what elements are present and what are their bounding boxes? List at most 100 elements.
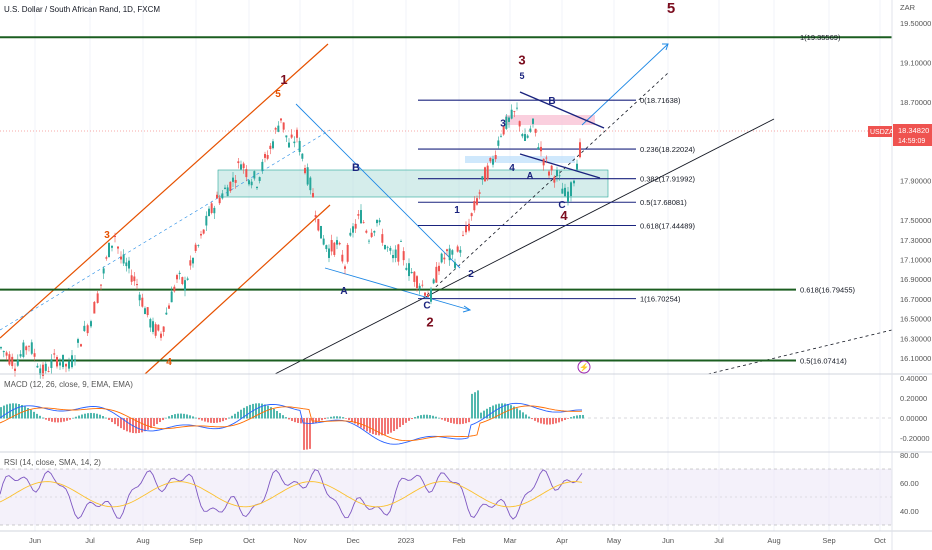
macd-bar <box>567 418 569 419</box>
candle-body <box>218 197 221 204</box>
macd-bar <box>351 418 353 422</box>
candle-body <box>250 181 253 186</box>
candle-body <box>314 215 317 218</box>
candle-body <box>11 356 14 367</box>
candle-body <box>173 286 176 292</box>
candle-body <box>476 198 478 205</box>
macd-bar <box>129 418 131 433</box>
macd-bar <box>378 418 380 436</box>
macd-bar <box>84 413 86 419</box>
rsi-pane[interactable]: RSI (14, close, SMA, 14, 2) <box>0 458 892 526</box>
time-tick-label: Oct <box>243 536 256 545</box>
macd-bar <box>561 418 563 422</box>
candle-body <box>553 176 556 183</box>
macd-bar <box>117 418 119 427</box>
main-pane[interactable]: 1(19.35569)0.618(16.79455)0.5(16.07414) … <box>0 0 893 379</box>
candle-body <box>194 244 197 251</box>
candle-body <box>418 285 421 290</box>
alert-icon[interactable]: ⚡ <box>577 360 591 374</box>
macd-pane[interactable]: MACD (12, 26, close, 9, EMA, EMA) <box>0 380 892 450</box>
candle-body <box>44 363 47 371</box>
macd-line <box>0 402 582 445</box>
candle-body <box>448 248 451 261</box>
candle-body <box>529 128 532 132</box>
candle-body <box>111 245 113 248</box>
candle-body <box>165 312 168 315</box>
macd-bar <box>192 416 194 419</box>
consolidation-box <box>217 169 609 198</box>
candle-body <box>71 355 73 368</box>
macd-bar <box>573 416 575 419</box>
candle-body <box>68 361 70 369</box>
horizontal-level-label: 1(19.35569) <box>800 33 841 42</box>
macd-bar <box>240 409 242 419</box>
candle-body <box>430 289 432 302</box>
time-axis[interactable]: Jun Jul Aug Sep Oct Nov Dec 2023 Feb Mar Apr May Jun… <box>29 536 887 545</box>
macd-bar <box>0 407 2 419</box>
macd-bar <box>162 418 164 421</box>
candle-body <box>484 167 486 182</box>
candle-body <box>138 294 141 301</box>
macd-bar <box>273 408 275 419</box>
vertical-grid <box>34 0 881 531</box>
candle-body <box>162 326 165 332</box>
candle-body <box>39 368 42 375</box>
time-tick-label: Feb <box>453 536 466 545</box>
wave-label: A <box>527 171 534 181</box>
candle-body <box>322 238 325 245</box>
macd-bar <box>24 406 26 419</box>
candle-body <box>8 354 11 365</box>
candle-body <box>346 244 349 262</box>
macd-bar <box>474 392 476 419</box>
candle-body <box>154 324 157 336</box>
candle-body <box>416 276 418 288</box>
candle-body <box>478 192 481 194</box>
candle-body <box>306 167 309 185</box>
macd-bar <box>354 418 356 424</box>
candle-body <box>354 223 357 229</box>
wave-label: A <box>340 286 347 297</box>
macd-bar <box>396 418 398 430</box>
candle-body <box>558 175 561 177</box>
candle-body <box>253 171 256 179</box>
macd-bar <box>483 410 485 419</box>
macd-bar <box>339 416 341 419</box>
time-tick-label: Jun <box>662 536 674 545</box>
time-tick-label: Oct <box>874 536 887 545</box>
candle-body <box>386 246 389 248</box>
candle-body <box>86 325 89 334</box>
macd-bar <box>519 410 521 419</box>
wave-label: 5 <box>519 71 524 81</box>
candle-body <box>102 268 105 274</box>
candle-body <box>77 339 79 343</box>
macd-bar <box>189 415 191 419</box>
candle-body <box>221 193 224 199</box>
candle-body <box>192 257 194 264</box>
macd-bar <box>513 406 515 419</box>
candle-body <box>248 180 250 185</box>
macd-bar <box>114 418 116 425</box>
time-tick-label: Jun <box>29 536 41 545</box>
price-axis[interactable]: ZAR 19.5000019.1000018.7000018.3000017.9… <box>868 0 932 550</box>
candle-body <box>556 170 558 177</box>
candle-body <box>117 246 119 249</box>
candle-body <box>186 278 189 280</box>
candle-body <box>100 284 102 286</box>
candle-body <box>42 364 44 376</box>
candle-body <box>184 280 186 291</box>
macd-bar <box>528 416 530 419</box>
current-price-badge: USDZAR 18.34820 14:59:09 <box>868 124 932 146</box>
macd-bar <box>174 414 176 419</box>
candle-body <box>28 345 30 347</box>
macd-bar <box>363 418 365 430</box>
macd-bar <box>516 408 518 419</box>
trend-line <box>274 118 775 375</box>
macd-bar <box>237 411 239 419</box>
candle-body <box>440 253 443 263</box>
macd-bar <box>420 415 422 419</box>
macd-bar <box>555 418 557 424</box>
candle-body <box>280 118 282 121</box>
candles <box>0 102 581 379</box>
candle-body <box>47 371 50 372</box>
